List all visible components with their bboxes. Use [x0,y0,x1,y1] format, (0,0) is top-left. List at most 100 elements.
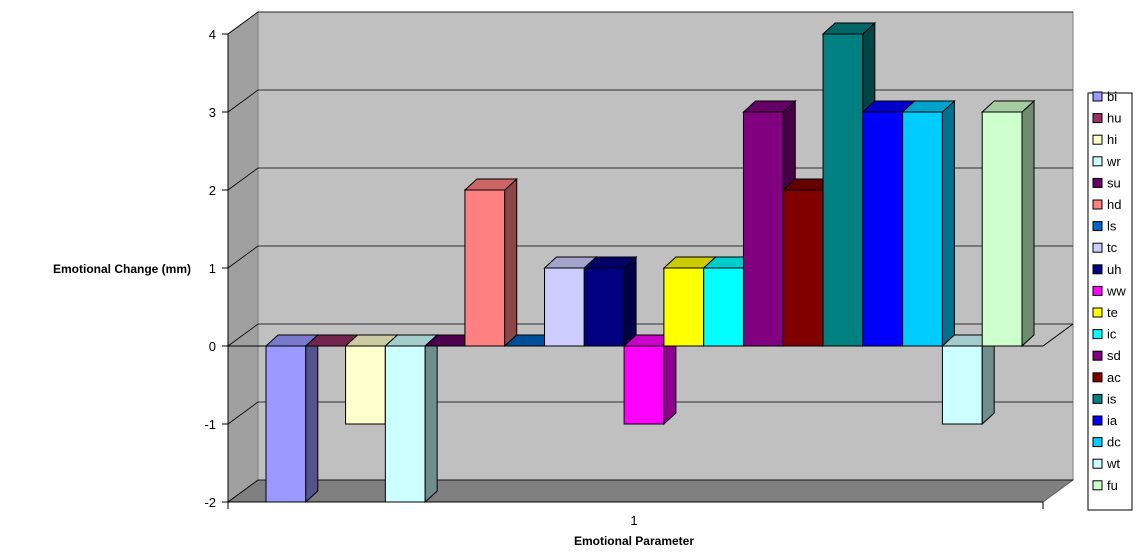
legend-swatch [1092,91,1103,102]
bar-dc [901,99,956,348]
y-tick-labels: 4 3 2 1 0 -1 -2 [204,27,216,510]
legend-entry-hu: hu [1092,111,1121,126]
bar-front [902,111,943,347]
bar-front [862,111,904,347]
legend-swatch [1092,199,1103,210]
bar-hd [463,177,519,348]
legend-swatch [1092,113,1103,124]
legend-entry-ac: ac [1092,370,1121,385]
legend-entry-wt: wt [1092,456,1120,471]
legend-swatch [1092,221,1103,232]
legend-label: hd [1107,197,1121,212]
legend-label: tc [1107,240,1118,255]
bar-front [265,345,307,503]
bar-front [782,189,824,347]
bar-ww [622,333,678,426]
legend-entry-ls: ls [1092,219,1117,234]
gridline [227,167,1073,191]
bar-front [464,189,506,347]
legend-entry-wr: wr [1092,154,1121,169]
legend-entry-te: te [1092,305,1118,320]
bar-top [583,256,638,269]
legend-entry-hi: hi [1092,132,1117,147]
legend-label: uh [1107,262,1121,277]
y-tick-label: 4 [209,27,216,42]
legend-entry-ia: ia [1092,413,1118,428]
bar-front [981,111,1023,347]
bar-side [424,333,438,504]
legend-label: is [1107,391,1117,406]
bar-top [901,100,956,113]
legend-swatch [1092,242,1103,253]
bar-side [1021,99,1035,348]
y-tick-label: 1 [209,261,216,276]
legend-entry-is: is [1092,391,1117,406]
bar-wr [384,333,439,504]
bar-side [941,99,955,348]
legend-swatch [1092,458,1103,469]
legend-label: ac [1107,370,1121,385]
bar-side [504,177,518,348]
legend-entry-dc: dc [1092,435,1121,450]
legend-label: te [1107,305,1118,320]
legend-entry-sd: sd [1092,348,1121,363]
bar-fu [980,99,1036,348]
gridline [227,11,1073,35]
bar-front [703,267,744,347]
legend-entry-tc: tc [1092,240,1118,255]
bar-side [305,333,319,504]
bar-front [583,267,625,347]
bar-side [623,255,637,348]
legend-label: hi [1107,132,1117,147]
legend-entry-ic: ic [1092,327,1117,342]
legend-label: wt [1106,456,1120,471]
bar-side [981,333,995,426]
bar-top [463,178,519,191]
bar-side [663,333,677,426]
bar-front [822,33,864,347]
legend-entry-ww: ww [1092,283,1126,298]
legend-swatch [1092,372,1103,383]
floor [226,479,1075,503]
y-tick-label: 0 [209,339,216,354]
bar-front [742,111,784,347]
y-tick-label: 3 [209,105,216,120]
y-tick-label: 2 [209,183,216,198]
legend-label: ww [1106,283,1126,298]
bar-wt [941,333,996,426]
bar-front [345,345,386,425]
bar-top [742,100,797,113]
legend-entry-uh: uh [1092,262,1121,277]
gridline [227,89,1073,113]
bar-uh [583,255,638,348]
legend-swatch [1092,134,1103,145]
legend-swatch [1092,264,1103,275]
bar-bi [264,333,320,504]
legend-label: bi [1107,89,1117,104]
legend-entry-hd: hd [1092,197,1121,212]
gridline [227,401,1073,425]
legend-swatch [1092,177,1103,188]
bar-front [663,267,705,347]
legend-label: wr [1106,154,1121,169]
bar-front [384,345,426,503]
bar-top [980,100,1036,113]
legend-entry-fu: fu [1092,478,1118,493]
bar-front [623,345,665,425]
legend: bi hu hi wr su hd ls tc uh ww te ic sd ac is ia dc wt fu [1087,89,1133,511]
y-tick-label: -2 [204,495,216,510]
bars [264,21,1036,504]
y-axis-title: Emotional Change (mm) [53,262,191,276]
legend-swatch [1092,393,1103,404]
legend-entry-bi: bi [1092,89,1117,104]
legend-swatch [1092,350,1103,361]
legend-label: ia [1107,413,1118,428]
legend-label: fu [1107,478,1118,493]
x-axis-title: Emotional Parameter [574,534,694,548]
legend-label: hu [1107,111,1121,126]
legend-label: ic [1107,327,1117,342]
bar-front [941,345,983,425]
legend-label: sd [1107,348,1121,363]
legend-label: ls [1107,219,1117,234]
